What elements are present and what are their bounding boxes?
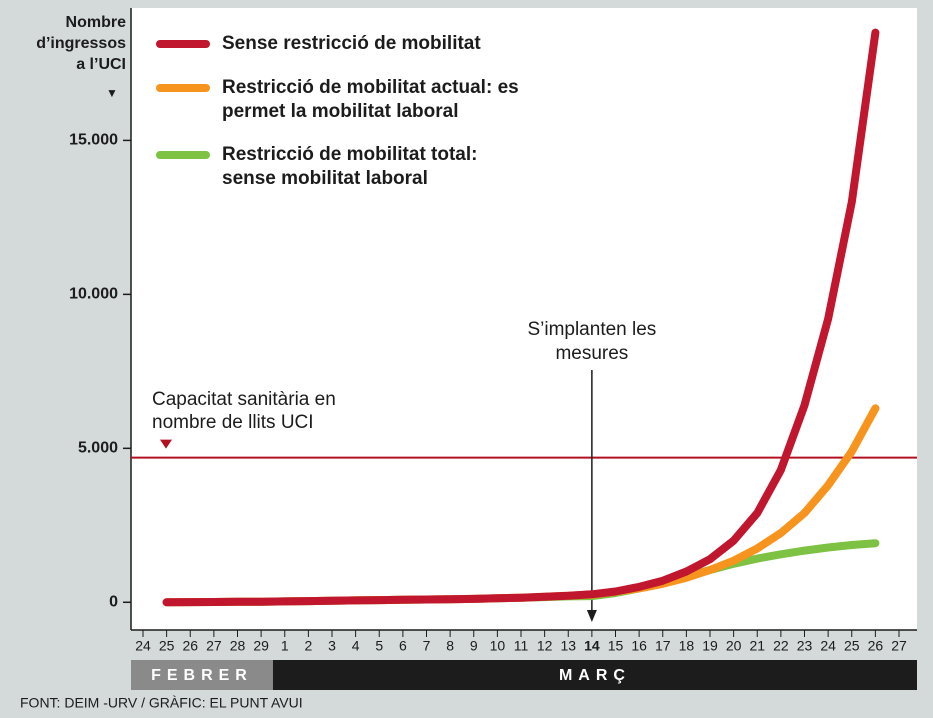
x-tick-label: 26 (182, 638, 198, 654)
legend-label: Restricció de mobilitat total: sense mob… (222, 144, 478, 189)
x-tick-label: 19 (702, 638, 718, 654)
event-arrowhead (586, 610, 597, 622)
y-tick-label: 10.000 (69, 286, 118, 303)
month-label: MARÇ (559, 667, 631, 684)
x-tick-label: 7 (423, 638, 431, 654)
x-tick-label: 22 (773, 638, 789, 654)
x-tick-label: 4 (352, 638, 360, 654)
x-tick-label: 28 (230, 638, 246, 654)
series-line (162, 28, 880, 607)
x-tick-label: 26 (868, 638, 884, 654)
legend-label: Restricció de mobilitat actual: es perme… (222, 77, 519, 122)
x-tick-label: 14 (584, 638, 600, 654)
x-tick-label: 17 (655, 638, 671, 654)
x-tick-label: 25 (844, 638, 860, 654)
x-tick-label: 1 (281, 638, 289, 654)
y-title-arrow: ▼ (106, 86, 118, 100)
x-tick-label: 12 (537, 638, 553, 654)
x-tick-label: 18 (679, 638, 695, 654)
month-label: FEBRER (151, 667, 253, 684)
x-tick-label: 6 (399, 638, 407, 654)
x-tick-label: 27 (206, 638, 222, 654)
x-tick-label: 11 (514, 638, 529, 654)
y-axis-title: Nombre d’ingressos a l’UCI (36, 14, 126, 73)
x-tick-label: 25 (159, 638, 175, 654)
x-tick-label: 2 (304, 638, 312, 654)
x-tick-label: 5 (375, 638, 383, 654)
x-tick-label: 27 (891, 638, 907, 654)
month-band (272, 660, 917, 690)
x-tick-label: 20 (726, 638, 742, 654)
x-tick-label: 24 (820, 638, 836, 654)
event-label: S’implanten les mesures (527, 319, 657, 364)
y-tick-label: 15.000 (69, 132, 118, 149)
source: FONT: DEIM -URV / GRÀFIC: EL PUNT AVUI (20, 695, 303, 711)
x-tick-label: 13 (560, 638, 576, 654)
x-tick-label: 24 (135, 638, 151, 654)
x-tick-label: 15 (608, 638, 624, 654)
x-tick-label: 21 (749, 638, 765, 654)
x-tick-label: 23 (797, 638, 813, 654)
x-tick-label: 29 (253, 638, 269, 654)
capacity-label: Capacitat sanitària en nombre de llits U… (152, 388, 336, 433)
month-band (131, 660, 273, 690)
legend-label: Sense restricció de mobilitat (222, 33, 481, 54)
x-tick-label: 16 (631, 638, 647, 654)
x-tick-label: 8 (446, 638, 454, 654)
x-tick-label: 9 (470, 638, 478, 654)
x-tick-label: 10 (490, 638, 506, 654)
y-tick-label: 0 (109, 594, 118, 611)
capacity-marker (160, 439, 172, 449)
y-tick-label: 5.000 (78, 440, 118, 457)
x-tick-label: 3 (328, 638, 336, 654)
